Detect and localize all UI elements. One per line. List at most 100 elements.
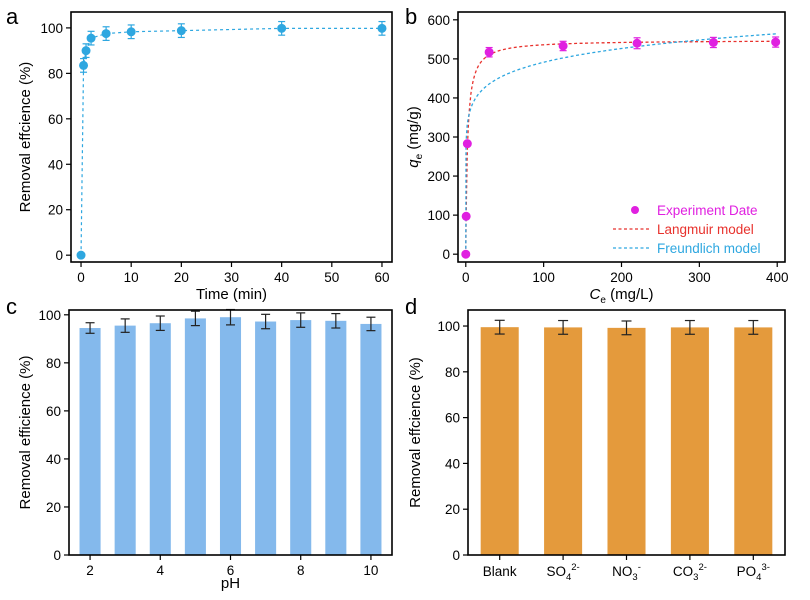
b-data-point <box>708 37 718 47</box>
d-bar <box>544 327 583 555</box>
b-data-point <box>771 37 781 47</box>
c-bar <box>219 317 242 555</box>
chart-panel-b: 0 100 200 300 400 0 100 200 300 400 500 600 Ce (mg/L… <box>405 11 789 306</box>
d-bar <box>607 327 646 555</box>
b-freundlich-curve <box>465 33 778 255</box>
a-x-tick-label: 0 <box>77 270 85 285</box>
c-y-tick-label: 0 <box>53 548 61 563</box>
b-data-point <box>484 47 494 57</box>
a-data-point <box>277 23 287 33</box>
a-x-tick-label: 60 <box>374 270 389 285</box>
chart-panel-d: 0 20 40 60 80 100 Blank SO42- NO3- CO32- PO43- Remo… <box>407 309 786 583</box>
c-bar <box>114 325 136 555</box>
a-data-point <box>101 29 111 39</box>
chart-panel-a: 0 10 20 30 40 50 60 0 20 40 60 80 100 Time (min) Remov… <box>17 11 393 303</box>
b-y-tick-label: 500 <box>427 52 450 67</box>
d-bar <box>734 327 773 555</box>
a-y-tick-label: 80 <box>48 66 63 81</box>
b-x-tick-label: 100 <box>532 270 555 285</box>
d-x-tick-label: CO32- <box>673 562 707 583</box>
a-data-point <box>86 33 96 43</box>
a-data-point <box>81 46 91 56</box>
a-y-axis-label: Removal effcience (%) <box>17 62 34 213</box>
d-x-tick-label: SO42- <box>546 562 579 583</box>
c-bar <box>79 328 101 555</box>
b-legend-label-freundlich: Freundlich model <box>657 241 761 256</box>
c-x-tick-label: 10 <box>363 563 378 578</box>
c-bar <box>290 320 312 555</box>
a-y-tick-label: 60 <box>48 112 63 127</box>
d-y-tick-label: 20 <box>445 502 460 517</box>
a-x-tick-label: 40 <box>274 270 289 285</box>
d-y-axis-label: Removal effcience (%) <box>407 357 424 508</box>
b-data-point <box>461 211 471 221</box>
b-legend-marker-experiment <box>631 206 639 214</box>
panel-letter-a: a <box>6 4 19 29</box>
b-x-tick-label: 200 <box>610 270 633 285</box>
c-y-tick-label: 60 <box>46 404 61 419</box>
a-plot-frame <box>70 11 393 263</box>
d-y-tick-label: 0 <box>452 548 460 563</box>
b-legend-label-experiment: Experiment Date <box>657 203 758 218</box>
b-legend-label-langmuir: Langmuir model <box>657 222 754 237</box>
a-data-point <box>377 23 387 33</box>
b-data-point <box>461 249 471 259</box>
a-data-point <box>76 250 86 260</box>
b-x-tick-label: 400 <box>766 270 789 285</box>
a-x-tick-label: 30 <box>224 270 239 285</box>
c-x-tick-label: 2 <box>86 563 94 578</box>
d-x-tick-label: PO43- <box>737 562 770 583</box>
a-y-tick-label: 0 <box>55 248 63 263</box>
a-data-point <box>126 27 136 37</box>
b-data-point <box>462 139 472 149</box>
a-series-line <box>80 27 382 256</box>
d-bar <box>480 327 519 555</box>
b-y-axis-label: qe (mg/g) <box>405 106 425 167</box>
c-bar <box>255 321 277 555</box>
d-y-tick-label: 80 <box>445 365 460 380</box>
d-x-tick-label: Blank <box>483 564 517 579</box>
c-y-tick-label: 80 <box>46 356 61 371</box>
a-y-tick-label: 20 <box>48 203 63 218</box>
panel-letter-d: d <box>405 294 417 319</box>
c-bar <box>360 323 382 555</box>
b-y-tick-label: 400 <box>427 91 450 106</box>
d-y-tick-label: 60 <box>445 411 460 426</box>
b-data-point <box>632 38 642 48</box>
a-data-point <box>79 60 89 70</box>
c-y-tick-label: 20 <box>46 500 61 515</box>
b-x-axis-label: Ce (mg/L) <box>590 286 654 306</box>
b-x-tick-label: 0 <box>462 270 470 285</box>
c-x-tick-label: 4 <box>157 563 165 578</box>
a-x-tick-label: 50 <box>324 270 339 285</box>
a-x-axis-label: Time (min) <box>196 286 267 303</box>
a-data-point <box>176 26 186 36</box>
c-x-tick-label: 8 <box>297 563 305 578</box>
c-bar <box>149 323 171 555</box>
c-x-axis-label: pH <box>221 575 240 592</box>
d-y-tick-label: 100 <box>437 319 460 334</box>
c-y-tick-label: 100 <box>38 308 61 323</box>
panel-letter-b: b <box>405 4 417 29</box>
b-y-tick-label: 300 <box>427 130 450 145</box>
b-y-tick-label: 0 <box>442 247 450 262</box>
c-y-tick-label: 40 <box>46 452 61 467</box>
a-x-tick-label: 10 <box>124 270 139 285</box>
panel-letter-c: c <box>6 294 17 319</box>
a-y-tick-label: 40 <box>48 157 63 172</box>
a-y-tick-label: 100 <box>40 21 63 36</box>
b-data-point <box>558 41 568 51</box>
c-x-tick-label: 6 <box>227 563 235 578</box>
d-bar <box>670 327 709 555</box>
c-bar <box>325 320 347 555</box>
a-x-tick-label: 20 <box>174 270 189 285</box>
d-y-tick-label: 40 <box>445 456 460 471</box>
b-y-tick-label: 100 <box>427 208 450 223</box>
b-x-tick-label: 300 <box>688 270 711 285</box>
b-y-tick-label: 600 <box>427 13 450 28</box>
c-bar <box>184 318 206 555</box>
d-x-tick-label: NO3- <box>612 562 641 583</box>
b-y-tick-label: 200 <box>427 169 450 184</box>
